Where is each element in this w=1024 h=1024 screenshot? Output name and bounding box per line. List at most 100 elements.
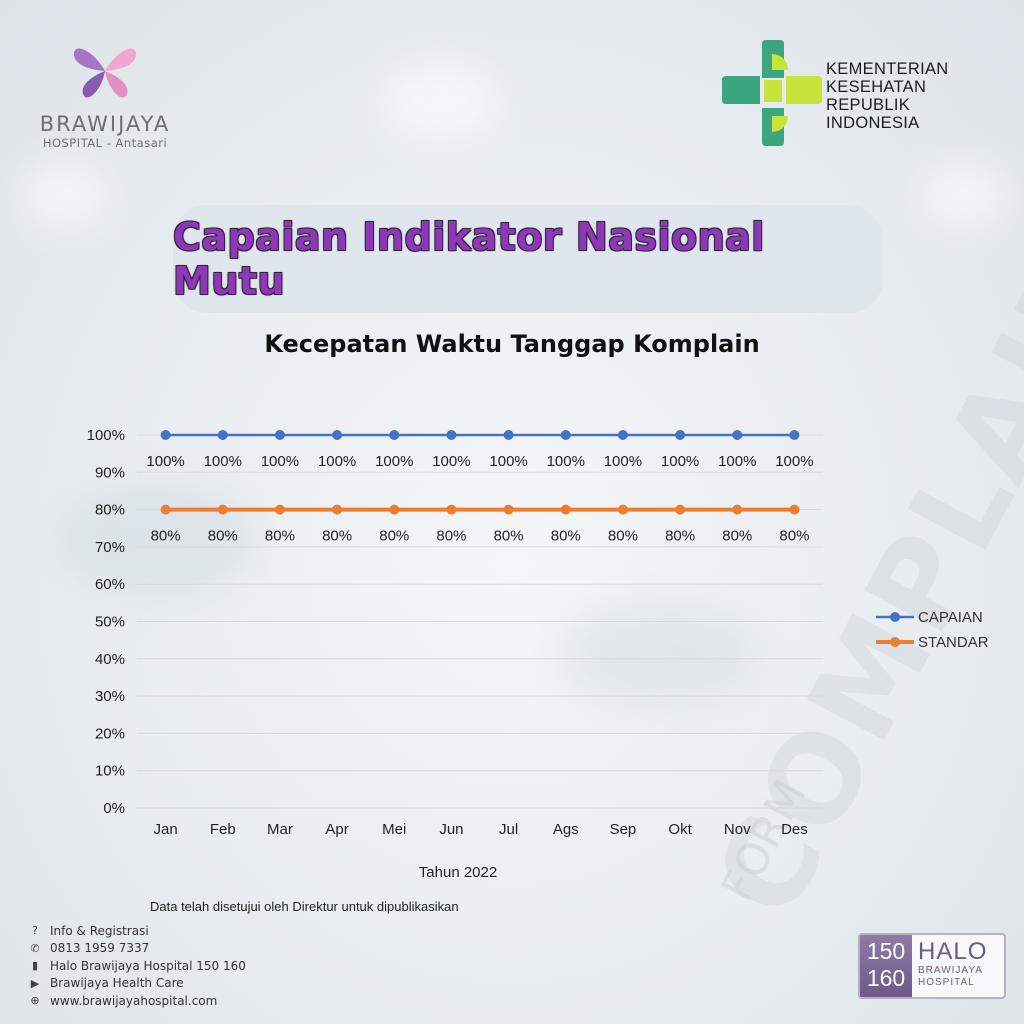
x-tick-label: Ags [553, 821, 579, 838]
data-label: 100% [661, 453, 699, 470]
x-tick-label: Apr [325, 821, 348, 838]
brawijaya-logo: BRAWIJAYA HOSPITAL - Antasari [30, 40, 180, 150]
y-tick-label: 80% [95, 502, 125, 519]
contact-text: Halo Brawijaya Hospital 150 160 [50, 958, 246, 973]
ministry-line: KESEHATAN [826, 78, 927, 96]
halo-line: HOSPITAL [918, 977, 975, 988]
data-label: 100% [775, 453, 813, 470]
y-tick-label: 90% [95, 464, 125, 481]
legend-marker [890, 637, 900, 647]
data-point [332, 430, 343, 440]
halo-number-bottom: 160 [866, 965, 906, 991]
y-tick-label: 0% [103, 800, 125, 817]
phone-app-icon: ▮ [31, 959, 39, 973]
data-point [446, 430, 457, 440]
hospital-name: BRAWIJAYA [39, 112, 171, 136]
globe-icon: ⊕ [30, 994, 40, 1008]
data-label: 100% [489, 453, 527, 470]
data-label: 80% [494, 528, 524, 545]
contact-item: ▶ Brawijaya Health Care [28, 975, 246, 993]
data-label: 80% [722, 528, 752, 545]
background-blur [380, 60, 500, 140]
data-label: 80% [551, 528, 581, 545]
x-tick-label: Jan [153, 821, 177, 838]
legend-marker [890, 612, 900, 622]
halo-word: HALO [918, 938, 988, 965]
data-label: 80% [608, 528, 638, 545]
youtube-icon: ▶ [30, 976, 40, 990]
data-point [332, 504, 343, 515]
x-tick-label: Mar [267, 821, 293, 838]
contact-text: Info & Registrasi [50, 923, 149, 938]
page-title: Capaian Indikator Nasional Mutu [173, 215, 765, 303]
data-label: 100% [604, 453, 642, 470]
legend-label: STANDAR [918, 634, 989, 651]
data-point [732, 430, 743, 440]
y-tick-label: 70% [95, 539, 125, 556]
butterfly-logo-icon [73, 48, 137, 98]
data-point [389, 504, 400, 515]
data-label: 80% [779, 528, 809, 545]
background-blur [60, 480, 260, 600]
y-tick-label: 60% [95, 576, 125, 593]
data-label: 80% [322, 528, 352, 545]
data-point [389, 430, 400, 440]
x-tick-label: Jul [499, 821, 518, 838]
halo-line: BRAWIJAYA [918, 965, 983, 976]
x-tick-label: Sep [610, 821, 637, 838]
data-label: 80% [665, 528, 695, 545]
ministry-line: REPUBLIK [826, 96, 911, 114]
data-point [446, 504, 457, 515]
data-label: 100% [146, 453, 184, 470]
y-tick-label: 10% [95, 763, 125, 780]
ministry-text: KEMENTERIAN KESEHATAN REPUBLIK INDONESIA [826, 60, 948, 132]
data-label: 100% [432, 453, 470, 470]
data-point [789, 504, 800, 515]
data-point [503, 430, 514, 440]
y-tick-label: 50% [95, 614, 125, 631]
data-point [617, 504, 628, 515]
data-point [217, 504, 228, 515]
data-label: 100% [318, 453, 356, 470]
data-point [732, 504, 743, 515]
data-point [675, 504, 686, 515]
data-label: 100% [375, 453, 413, 470]
y-tick-label: 30% [95, 688, 125, 705]
contact-list: ? Info & Registrasi ✆ 0813 1959 7337 ▮ Halo… [28, 922, 246, 1010]
background-blur [20, 160, 110, 230]
halo-brawijaya-badge: 150 160 HALO BRAWIJAYA HOSPITAL [858, 933, 1006, 999]
data-label: 100% [261, 453, 299, 470]
halo-number: 150 160 [860, 935, 912, 997]
ministry-line: INDONESIA [826, 114, 920, 132]
question-icon: ? [32, 924, 38, 938]
background-blur [560, 600, 760, 710]
data-point [560, 504, 571, 515]
contact-item: ✆ 0813 1959 7337 [28, 940, 246, 958]
data-point [274, 504, 285, 515]
data-label: 100% [547, 453, 585, 470]
data-point [617, 430, 628, 440]
x-tick-label: Nov [724, 821, 751, 838]
data-point [274, 430, 285, 440]
contact-item: ⊕ www.brawijayahospital.com [28, 992, 246, 1010]
data-label: 80% [265, 528, 295, 545]
title-banner: Capaian Indikator Nasional Mutu [173, 205, 883, 313]
background-blur [920, 160, 1010, 230]
x-axis-label: Tahun 2022 [418, 864, 498, 881]
data-label: 80% [379, 528, 409, 545]
halo-text: HALO BRAWIJAYA HOSPITAL [912, 935, 1004, 997]
contact-text: 0813 1959 7337 [50, 941, 150, 956]
y-tick-label: 40% [95, 651, 125, 668]
data-label: 80% [436, 528, 466, 545]
kemenkes-emblem-icon [722, 40, 822, 146]
approval-note: Data telah disetujui oleh Direktur untuk… [150, 899, 459, 914]
data-point [503, 504, 514, 515]
data-label: 100% [718, 453, 756, 470]
x-tick-label: Des [781, 821, 808, 838]
x-tick-label: Mei [382, 821, 406, 838]
line-chart: 0% 10% 20% 30% 40% 50% 60% 70% 80% 90% 100% Jan Feb M… [87, 427, 989, 838]
contact-text: www.brawijayahospital.com [50, 993, 218, 1008]
chart-title: Kecepatan Waktu Tanggap Komplain [264, 330, 760, 358]
data-point [217, 430, 228, 440]
data-point [160, 430, 171, 440]
